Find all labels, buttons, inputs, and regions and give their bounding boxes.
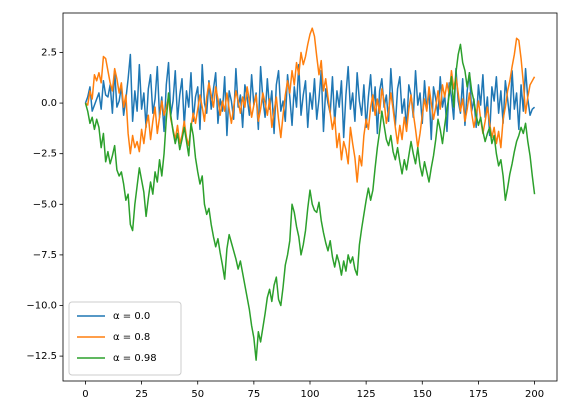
axes-frame: [62, 12, 558, 382]
y-tick-label: 0.0: [41, 98, 57, 109]
y-tick-label: −7.5: [33, 250, 57, 261]
x-tick-label: 100: [300, 389, 319, 400]
x-tick-label: 75: [247, 389, 260, 400]
x-tick-label: 175: [469, 389, 488, 400]
x-tick-label: 150: [413, 389, 432, 400]
legend: α = 0.0 α = 0.8 α = 0.98: [68, 301, 182, 376]
y-tick-label: −10.0: [26, 300, 57, 311]
x-tick-label: 125: [357, 389, 376, 400]
legend-label: α = 0.0: [113, 311, 150, 322]
y-tick-label: −5.0: [33, 199, 57, 210]
legend-label: α = 0.98: [113, 353, 157, 364]
x-tick-label: 0: [82, 389, 88, 400]
series-line: [84, 43, 536, 361]
y-tick-label: −2.5: [33, 149, 57, 160]
series-line: [84, 27, 536, 183]
legend-box: [68, 301, 182, 376]
x-tick-label: 200: [525, 389, 544, 400]
y-tick-label: 2.5: [41, 47, 57, 58]
y-tick-label: −12.5: [26, 351, 57, 362]
x-tick-label: 25: [135, 389, 148, 400]
legend-label: α = 0.8: [113, 332, 150, 343]
x-tick-label: 50: [191, 389, 204, 400]
